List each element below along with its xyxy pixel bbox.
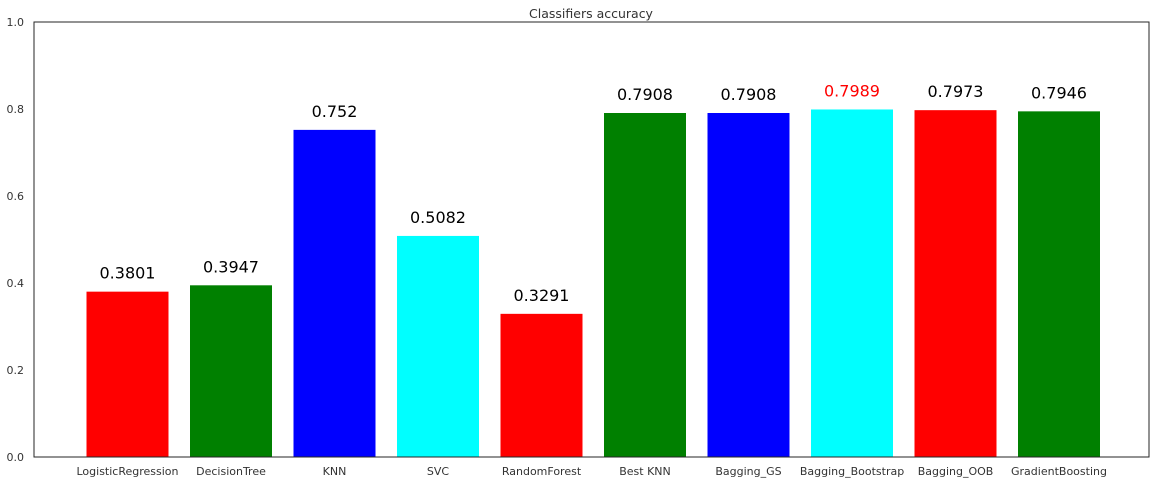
y-tick-label: 0.2: [7, 364, 25, 377]
bar-best-knn: [604, 113, 686, 457]
bar-svc: [397, 235, 479, 457]
bar-gradientboosting: [1018, 111, 1100, 457]
bar-randomforest: [500, 313, 583, 457]
value-label: 0.752: [312, 102, 358, 121]
value-label: 0.7908: [721, 85, 777, 104]
bar-bagging-oob: [914, 110, 997, 457]
x-tick-label: KNN: [323, 465, 347, 478]
value-label: 0.3947: [203, 257, 259, 276]
x-tick-label: LogisticRegression: [76, 465, 178, 478]
x-tick-label: SVC: [427, 465, 450, 478]
bar-decisiontree: [190, 285, 272, 457]
value-labels-layer: 0.3801 0.3947 0.752 0.5082 0.3291 0.7908 0.790…: [100, 81, 1087, 304]
value-label: 0.7908: [617, 85, 673, 104]
y-tick-label: 1.0: [7, 16, 25, 29]
x-tick-label: GradientBoosting: [1011, 465, 1107, 478]
bar-knn: [293, 129, 376, 457]
bars-layer: [86, 109, 1100, 457]
x-axis: LogisticRegression DecisionTree KNN SVC Rand…: [76, 465, 1106, 478]
y-axis: 0.0 0.2 0.4 0.6 0.8 1.0: [7, 16, 25, 464]
y-tick-label: 0.4: [7, 277, 25, 290]
value-label: 0.7946: [1031, 83, 1087, 102]
y-tick-label: 0.8: [7, 103, 25, 116]
x-tick-label: Bagging_Bootstrap: [800, 465, 904, 478]
x-tick-label: DecisionTree: [196, 465, 266, 478]
y-tick-label: 0.0: [7, 451, 25, 464]
plot-frame: [33, 21, 1150, 458]
bar-logisticregression: [86, 291, 169, 457]
y-tick-label: 0.6: [7, 190, 25, 203]
chart-title: Classifiers accuracy: [529, 6, 654, 21]
value-label: 0.5082: [410, 208, 466, 227]
bar-bagging-bootstrap: [811, 109, 893, 457]
x-tick-label: Best KNN: [619, 465, 671, 478]
x-tick-label: Bagging_GS: [715, 465, 781, 478]
x-tick-label: Bagging_OOB: [918, 465, 994, 478]
value-label: 0.7989: [824, 81, 880, 100]
bar-bagging-gs: [707, 113, 790, 457]
value-label: 0.3801: [100, 264, 156, 283]
value-label: 0.3291: [514, 286, 570, 305]
value-label: 0.7973: [928, 82, 984, 101]
x-tick-label: RandomForest: [502, 465, 582, 478]
